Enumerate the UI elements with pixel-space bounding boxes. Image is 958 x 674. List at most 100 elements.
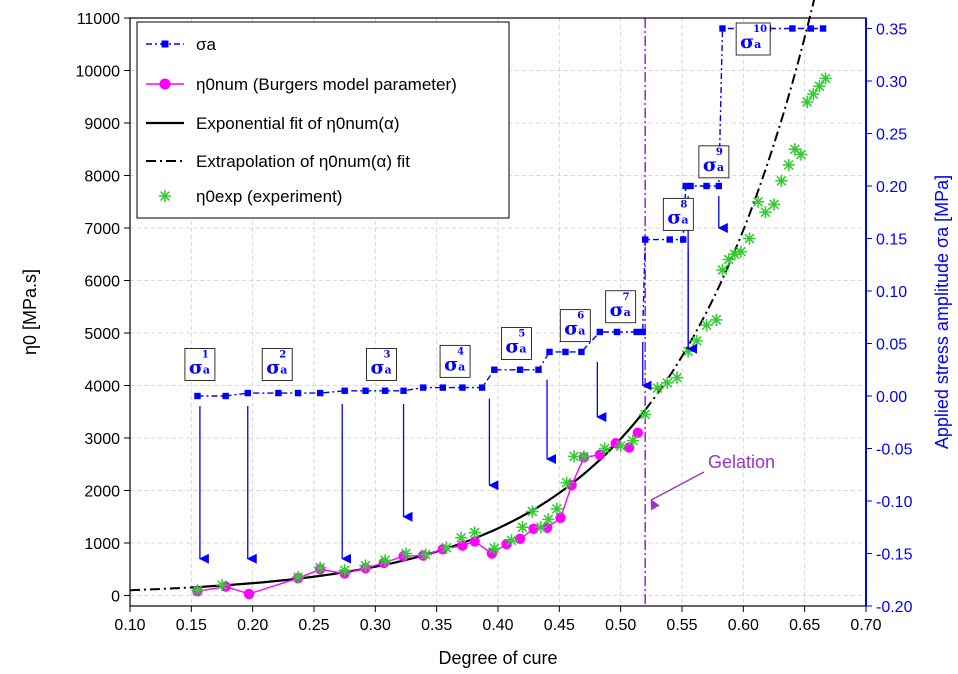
star-stroke <box>691 336 702 346</box>
step-label-sup: 4 <box>457 346 464 357</box>
exp-point <box>468 526 481 539</box>
step-label: σa 9 <box>698 145 730 179</box>
gelation-text: Gelation <box>708 452 775 472</box>
y2-tick-label: 0.00 <box>876 389 907 406</box>
sigma-point <box>613 328 621 336</box>
legend-item: η0num (Burgers model parameter) <box>146 75 457 94</box>
x-tick-label: 0.30 <box>360 617 391 634</box>
sigma-point <box>562 348 569 356</box>
star-stroke <box>783 160 794 170</box>
step-label-text: σa 7 <box>610 292 631 321</box>
exp-point <box>638 408 652 421</box>
star-stroke <box>796 149 806 160</box>
exp-point <box>560 476 573 489</box>
sigma-point <box>535 366 542 373</box>
step-label-base: σ <box>667 206 681 228</box>
y2-tick-label: 0.20 <box>876 179 907 196</box>
step-label-sub: a <box>458 360 465 373</box>
star-stroke <box>599 443 610 454</box>
star-stroke <box>315 562 325 573</box>
step-label-text: σa 5 <box>505 329 526 358</box>
sigma-series <box>194 25 827 400</box>
star-stroke <box>802 97 812 107</box>
star-stroke <box>506 535 517 546</box>
legend-label: σa <box>196 35 216 54</box>
y-tick-label: 9000 <box>84 116 120 133</box>
exp-point <box>215 578 229 592</box>
num-point <box>528 523 539 535</box>
legend-item: Exponential fit of η0num(α) <box>146 114 400 133</box>
sigma-point <box>687 182 694 190</box>
step-label-text: σa 4 <box>444 346 465 375</box>
step-label: σa 4 <box>439 344 471 378</box>
sigma-point <box>194 392 201 400</box>
exp-point <box>800 95 814 109</box>
exp-point <box>759 205 772 219</box>
sigma-point <box>596 328 604 336</box>
exp-point <box>338 563 351 577</box>
step-label: σa 10 <box>735 22 771 56</box>
exp-point <box>454 531 468 545</box>
step-label-text: σa 3 <box>370 350 391 379</box>
star-stroke <box>717 265 728 275</box>
exp-point <box>526 505 539 518</box>
step-label-box <box>605 290 637 324</box>
x-tick-label: 0.25 <box>298 617 329 634</box>
x-tick-label: 0.40 <box>482 617 513 634</box>
exp-point <box>670 371 684 384</box>
step-label-sup: 7 <box>623 292 630 303</box>
exp-point <box>378 554 392 567</box>
x-tick-label: 0.70 <box>850 617 881 634</box>
legend-label: η0num (Burgers model parameter) <box>196 75 457 94</box>
step-label-base: σ <box>266 357 280 379</box>
legend-item: Extrapolation of η0num(α) fit <box>146 152 410 171</box>
exp-point <box>419 548 432 561</box>
step-label-sub: a <box>519 343 526 356</box>
x-tick-label: 0.45 <box>544 617 575 634</box>
exp-point <box>440 541 453 555</box>
y-tick-label: 1000 <box>84 536 120 553</box>
exp-point <box>775 174 788 188</box>
step-label-sup: 5 <box>518 329 525 340</box>
step-label-box <box>559 309 591 343</box>
exp-series <box>191 72 832 597</box>
exp-point <box>651 381 664 395</box>
step-label: σa 2 <box>261 348 293 381</box>
star-stroke <box>662 378 673 388</box>
x-tick-label: 0.65 <box>789 617 820 634</box>
star-stroke <box>744 233 755 244</box>
star-stroke <box>456 532 466 543</box>
step-label-sub: a <box>717 161 724 174</box>
exp-point <box>550 502 564 516</box>
y2-tick-label: 0.15 <box>876 232 907 249</box>
star-stroke <box>579 451 589 462</box>
exp-point <box>505 534 518 547</box>
step-label-sub: a <box>203 364 210 377</box>
sigma-point <box>381 387 389 394</box>
step-label-text: σa 1 <box>189 350 210 379</box>
y-tick-label: 11000 <box>77 11 120 28</box>
star-stroke <box>420 549 431 560</box>
star-stroke <box>736 246 746 257</box>
legend-item: σa <box>146 35 216 54</box>
x-tick-label: 0.15 <box>176 617 207 634</box>
legend-label: η0exp (experiment) <box>196 187 342 206</box>
legend-marker <box>158 189 172 203</box>
sigma-point <box>491 366 498 373</box>
x-tick-label: 0.60 <box>728 617 759 634</box>
exp-point <box>743 232 756 245</box>
exp-point <box>291 570 305 584</box>
star-stroke <box>652 383 663 393</box>
x-tick-label: 0.10 <box>114 617 145 634</box>
star-stroke <box>640 409 650 420</box>
star-stroke <box>790 144 800 155</box>
star-stroke <box>360 560 371 571</box>
step-label-sub: a <box>578 325 585 338</box>
step-label-box <box>500 327 532 360</box>
star-stroke <box>808 89 819 99</box>
num-point <box>624 442 635 453</box>
num-point <box>457 540 468 551</box>
y2-tick-label: -0.10 <box>876 494 913 511</box>
step-label: σa 1 <box>184 348 216 381</box>
exp-point <box>541 513 555 526</box>
